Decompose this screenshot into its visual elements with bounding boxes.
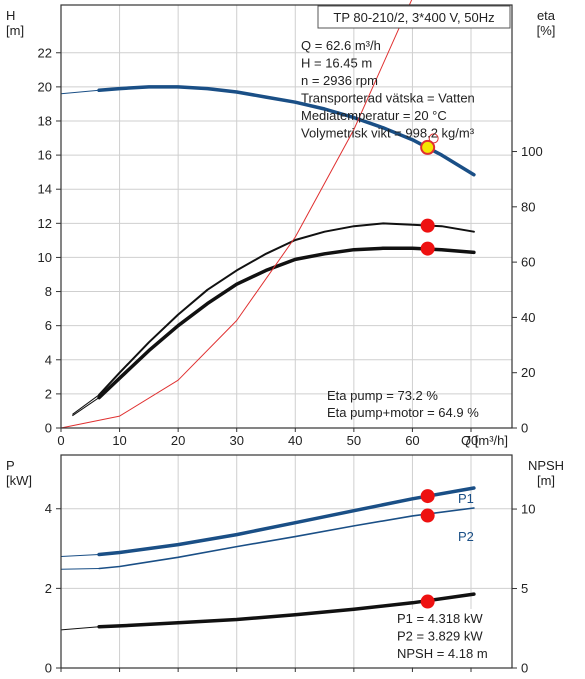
power-npsh-chart: 0 2 4 0 5 10 P [kW] NPSH [m] P1 P2 P1 = 4.318 kW P2 =… <box>6 454 564 676</box>
y-tick-label: 0 <box>45 661 52 676</box>
x-tick-label: 20 <box>171 433 185 448</box>
series-line <box>72 397 100 417</box>
y-tick-label: 2 <box>45 581 52 596</box>
x-axis-label: Q [m³/h] <box>461 433 508 448</box>
y-tick-label: 18 <box>38 113 52 128</box>
x-tick-label: 70 <box>464 433 478 448</box>
info-line: H = 16.45 m <box>301 56 372 71</box>
x-tick-label: 30 <box>229 433 243 448</box>
plot-frame <box>60 454 513 669</box>
y2-tick-label: 5 <box>521 581 528 596</box>
series-line <box>98 222 475 396</box>
info-line: Transporterad vätska = Vatten <box>301 91 475 106</box>
y2-axis-label: NPSH [m] <box>528 458 564 488</box>
y-tick-label: 4 <box>45 352 52 367</box>
info-line: Q = 62.6 m³/h <box>301 38 381 53</box>
title-box <box>317 5 511 29</box>
y-tick-label: 8 <box>45 284 52 299</box>
y-tick-label: 16 <box>38 148 52 163</box>
y2-tick-label: 0 <box>521 421 528 436</box>
x-tick-label: 0 <box>57 433 64 448</box>
y-axis-label-line: [kW] <box>6 473 32 488</box>
series-line-p1 <box>97 486 476 557</box>
eta-line: Eta pump+motor = 64.9 % <box>327 405 479 420</box>
operating-point-marker <box>420 218 435 233</box>
duty-point-marker <box>420 139 436 155</box>
series-line <box>60 554 100 557</box>
operating-point-marker <box>420 489 435 504</box>
y2-axis-label-line: eta <box>537 8 556 23</box>
series-line <box>97 246 476 400</box>
info-line: Volymetrisk vikt = 998.2 kg/m³ <box>301 126 475 141</box>
info-line: NPSH = 4.18 m <box>397 646 488 661</box>
y-tick-label: 10 <box>38 250 52 265</box>
info-line: P2 = 3.829 kW <box>397 629 483 644</box>
plot-frame <box>60 4 513 429</box>
y-axis-label-line: P <box>6 458 15 473</box>
operating-point-marker <box>420 594 435 609</box>
y2-tick-label: 80 <box>521 199 535 214</box>
series-line <box>60 568 100 570</box>
series-label-p1: P1 <box>458 491 474 506</box>
series-line <box>97 85 476 177</box>
y-axis-label-line: H <box>6 8 15 23</box>
series-line <box>72 394 100 415</box>
y-tick-label: 4 <box>45 501 52 516</box>
series-line <box>60 89 100 95</box>
y2-axis-label-line: NPSH <box>528 458 564 473</box>
x-tick-label: 40 <box>288 433 302 448</box>
x-tick-label: 50 <box>347 433 361 448</box>
head-efficiency-chart: 0 2 4 6 8 10 12 14 16 18 20 22 0 20 40 60 80 100 0 10 20 30 40… <box>6 0 556 448</box>
y-axis-label-line: [m] <box>6 23 24 38</box>
y2-tick-label: 100 <box>521 144 543 159</box>
operating-point-marker <box>420 508 435 523</box>
y-tick-label: 14 <box>38 182 52 197</box>
y2-tick-label: 10 <box>521 502 535 517</box>
y2-tick-label: 40 <box>521 310 535 325</box>
x-tick-label: 10 <box>112 433 126 448</box>
y2-axis-label-line: [m] <box>537 473 555 488</box>
y2-tick-label: 60 <box>521 255 535 270</box>
series-line-p2 <box>98 507 475 570</box>
series-line <box>60 0 413 429</box>
y-tick-label: 22 <box>38 45 52 60</box>
y2-tick-label: 0 <box>521 661 528 676</box>
operating-point-marker <box>420 241 435 256</box>
info-line: P1 = 4.318 kW <box>397 611 483 626</box>
y2-tick-label: 20 <box>521 365 535 380</box>
y-tick-label: 2 <box>45 386 52 401</box>
y-axis-label: P [kW] <box>6 458 32 488</box>
y-tick-label: 6 <box>45 318 52 333</box>
info-line: n = 2936 rpm <box>301 73 378 88</box>
chart-title: TP 80-210/2, 3*400 V, 50Hz <box>333 10 494 25</box>
series-label-p2: P2 <box>458 529 474 544</box>
eta-line: Eta pump = 73.2 % <box>327 388 438 403</box>
y-tick-label: 12 <box>38 216 52 231</box>
info-box-bg <box>393 609 510 667</box>
y2-axis-label: eta [%] <box>537 8 556 38</box>
y2-axis-label-line: [%] <box>537 23 556 38</box>
y-tick-label: 20 <box>38 79 52 94</box>
y-tick-label: 0 <box>45 421 52 436</box>
y-axis-label: H [m] <box>6 8 24 38</box>
info-line: Mediatemperatur = 20 °C <box>301 108 447 123</box>
x-tick-label: 60 <box>405 433 419 448</box>
series-line <box>60 626 100 631</box>
series-line <box>97 592 476 629</box>
